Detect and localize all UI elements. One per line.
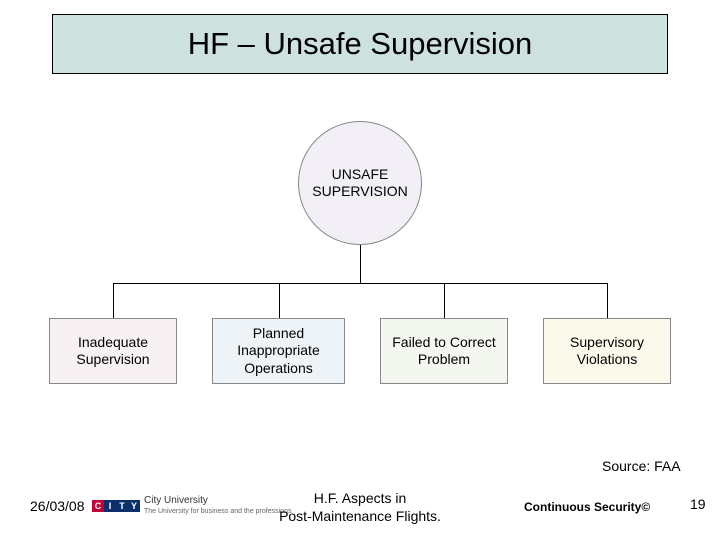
connector-line [113,283,114,318]
connector-line [279,283,280,318]
connector-line [444,283,445,318]
footer-center-line2: Post-Maintenance Flights. [279,508,441,524]
hierarchy-leaf-label: Planned Inappropriate Operations [219,325,338,378]
hierarchy-leaf-label: Supervisory Violations [550,334,664,369]
logo-square-icon: I [104,500,116,512]
connector-line [607,283,608,318]
hierarchy-leaf-node: Failed to Correct Problem [380,318,508,384]
footer-center-caption: H.F. Aspects in Post-Maintenance Flights… [246,490,474,525]
footer-right-brand-text: Continuous Security© [524,500,650,514]
footer-center-line1: H.F. Aspects in [314,490,407,506]
source-attribution-text: Source: FAA [602,458,681,474]
logo-square-icon: Y [128,500,140,512]
source-attribution: Source: FAA [602,458,681,474]
logo-square-icon: T [116,500,128,512]
hierarchy-root-label: UNSAFE SUPERVISION [299,166,421,201]
page-number: 19 [690,496,706,512]
footer-right-brand: Continuous Security© [524,500,650,514]
connector-line [113,283,607,284]
logo-square-icon: C [92,500,104,512]
hierarchy-leaf-label: Inadequate Supervision [56,334,170,369]
hierarchy-leaf-node: Planned Inappropriate Operations [212,318,345,384]
footer-date: 26/03/08 [30,498,85,514]
page-number-text: 19 [690,496,706,512]
hierarchy-leaf-label: Failed to Correct Problem [387,334,501,369]
hierarchy-leaf-node: Inadequate Supervision [49,318,177,384]
hierarchy-root-node: UNSAFE SUPERVISION [298,121,422,245]
connector-line [360,245,361,283]
hierarchy-leaf-node: Supervisory Violations [543,318,671,384]
footer-date-text: 26/03/08 [30,498,85,514]
slide-title-bar: HF – Unsafe Supervision [52,14,668,74]
slide-title-text: HF – Unsafe Supervision [188,27,533,61]
